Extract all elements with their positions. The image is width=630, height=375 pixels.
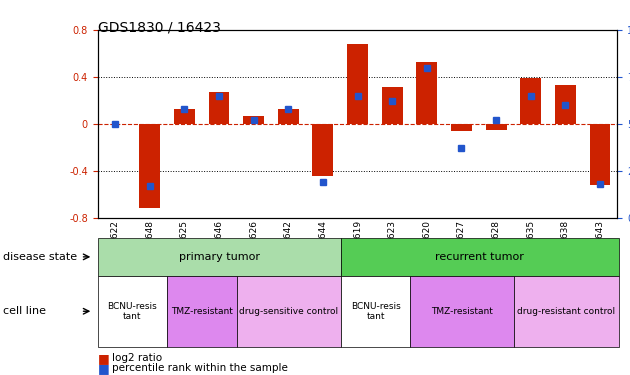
Text: TMZ-resistant: TMZ-resistant [432, 307, 493, 316]
Bar [590, 124, 610, 185]
Text: ■: ■ [98, 362, 110, 375]
Text: drug-sensitive control: drug-sensitive control [239, 307, 338, 316]
Bar [382, 87, 403, 124]
Text: BCNU-resis
tant: BCNU-resis tant [108, 302, 158, 321]
Text: percentile rank within the sample: percentile rank within the sample [112, 363, 287, 373]
Bar [486, 124, 507, 130]
Bar [243, 116, 264, 124]
Text: BCNU-resis
tant: BCNU-resis tant [351, 302, 401, 321]
Bar [278, 108, 299, 124]
Bar [555, 85, 576, 124]
Text: recurrent tumor: recurrent tumor [435, 252, 524, 262]
Bar [416, 62, 437, 124]
Text: primary tumor: primary tumor [179, 252, 260, 262]
Text: ■: ■ [98, 352, 110, 364]
Text: log2 ratio: log2 ratio [112, 353, 162, 363]
Text: drug-resistant control: drug-resistant control [517, 307, 616, 316]
Bar [312, 124, 333, 177]
Text: GDS1830 / 16423: GDS1830 / 16423 [98, 21, 220, 34]
Bar [520, 78, 541, 124]
Text: cell line: cell line [3, 306, 46, 316]
Text: disease state: disease state [3, 252, 77, 262]
Bar [174, 108, 195, 124]
Bar [209, 92, 229, 124]
Bar [139, 124, 160, 208]
Bar [347, 44, 368, 124]
Bar [451, 124, 472, 131]
Text: TMZ-resistant: TMZ-resistant [171, 307, 233, 316]
